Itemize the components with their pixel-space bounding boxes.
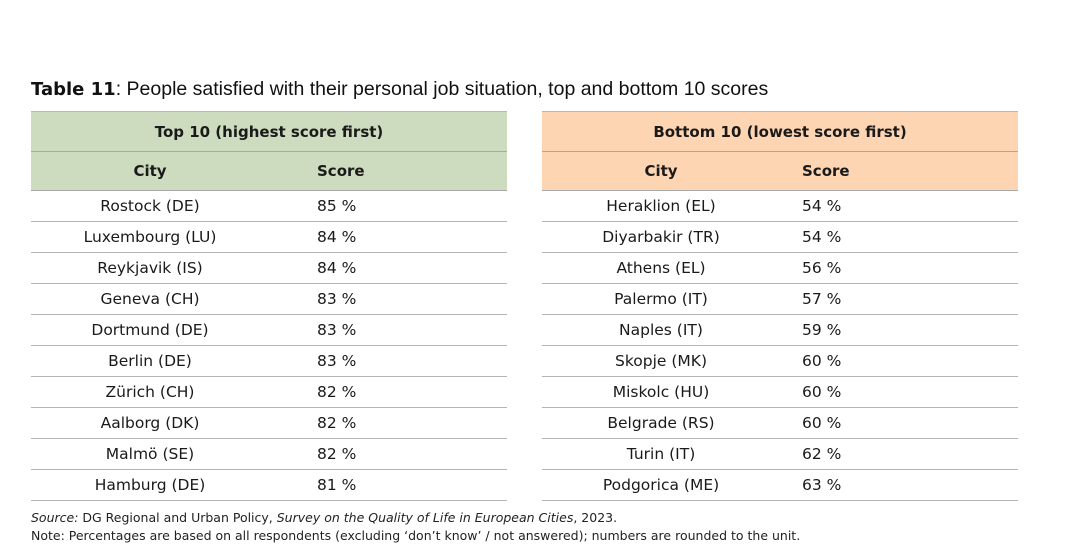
city-cell: Turin (IT) bbox=[542, 438, 780, 470]
note-line: Note: Percentages are based on all respo… bbox=[31, 528, 801, 543]
score-cell: 60 % bbox=[780, 376, 1018, 408]
score-cell: 63 % bbox=[780, 469, 1018, 501]
top-table-row: Zürich (CH) 82 % bbox=[31, 376, 507, 408]
score-cell: 56 % bbox=[780, 252, 1018, 284]
city-cell: Heraklion (EL) bbox=[542, 190, 780, 222]
score-cell: 60 % bbox=[780, 407, 1018, 439]
score-cell: 60 % bbox=[780, 345, 1018, 377]
score-cell: 83 % bbox=[269, 345, 507, 377]
source-org: DG Regional and Urban Policy, bbox=[78, 510, 277, 525]
city-cell: Zürich (CH) bbox=[31, 376, 269, 408]
city-cell: Podgorica (ME) bbox=[542, 469, 780, 501]
bottom-10-table: Bottom 10 (lowest score first) City Scor… bbox=[542, 111, 1018, 501]
bottom-table-row: Palermo (IT) 57 % bbox=[542, 283, 1018, 315]
score-cell: 59 % bbox=[780, 314, 1018, 346]
city-cell: Diyarbakir (TR) bbox=[542, 221, 780, 253]
score-cell: 82 % bbox=[269, 407, 507, 439]
bottom-table-row: Podgorica (ME) 63 % bbox=[542, 469, 1018, 501]
top-score-header: Score bbox=[269, 151, 507, 191]
score-cell: 84 % bbox=[269, 221, 507, 253]
top-table-row: Berlin (DE) 83 % bbox=[31, 345, 507, 377]
city-cell: Geneva (CH) bbox=[31, 283, 269, 315]
top-table-row: Dortmund (DE) 83 % bbox=[31, 314, 507, 346]
city-cell: Miskolc (HU) bbox=[542, 376, 780, 408]
top-10-title: Top 10 (highest score first) bbox=[31, 111, 507, 152]
bottom-table-row: Heraklion (EL) 54 % bbox=[542, 190, 1018, 222]
bottom-table-row: Diyarbakir (TR) 54 % bbox=[542, 221, 1018, 253]
table-caption-text: : People satisfied with their personal j… bbox=[115, 78, 769, 100]
bottom-table-row: Athens (EL) 56 % bbox=[542, 252, 1018, 284]
bottom-table-row: Turin (IT) 62 % bbox=[542, 438, 1018, 470]
score-cell: 84 % bbox=[269, 252, 507, 284]
top-table-row: Luxembourg (LU) 84 % bbox=[31, 221, 507, 253]
bottom-city-header: City bbox=[542, 151, 780, 191]
top-table-row: Hamburg (DE) 81 % bbox=[31, 469, 507, 501]
bottom-score-header: Score bbox=[780, 151, 1018, 191]
city-cell: Reykjavik (IS) bbox=[31, 252, 269, 284]
source-line: Source: DG Regional and Urban Policy, Su… bbox=[31, 509, 800, 527]
top-table-row: Aalborg (DK) 82 % bbox=[31, 407, 507, 439]
score-cell: 54 % bbox=[780, 221, 1018, 253]
table-notes: Source: DG Regional and Urban Policy, Su… bbox=[31, 509, 800, 545]
city-cell: Belgrade (RS) bbox=[542, 407, 780, 439]
city-cell: Malmö (SE) bbox=[31, 438, 269, 470]
city-cell: Naples (IT) bbox=[542, 314, 780, 346]
top-table-row: Geneva (CH) 83 % bbox=[31, 283, 507, 315]
city-cell: Palermo (IT) bbox=[542, 283, 780, 315]
score-cell: 82 % bbox=[269, 438, 507, 470]
top-table-row: Reykjavik (IS) 84 % bbox=[31, 252, 507, 284]
source-label: Source: bbox=[31, 510, 79, 525]
top-10-rows: Rostock (DE) 85 % Luxembourg (LU) 84 % Reykj… bbox=[31, 190, 507, 501]
city-cell: Berlin (DE) bbox=[31, 345, 269, 377]
table-number: Table 11 bbox=[31, 79, 116, 100]
bottom-table-row: Belgrade (RS) 60 % bbox=[542, 407, 1018, 439]
bottom-table-row: Skopje (MK) 60 % bbox=[542, 345, 1018, 377]
score-cell: 62 % bbox=[780, 438, 1018, 470]
bottom-10-title: Bottom 10 (lowest score first) bbox=[542, 111, 1018, 152]
score-cell: 81 % bbox=[269, 469, 507, 501]
score-cell: 83 % bbox=[269, 283, 507, 315]
source-survey-title: Survey on the Quality of Life in Europea… bbox=[276, 510, 574, 525]
city-cell: Athens (EL) bbox=[542, 252, 780, 284]
top-10-table: Top 10 (highest score first) City Score … bbox=[31, 111, 507, 501]
score-cell: 82 % bbox=[269, 376, 507, 408]
city-cell: Aalborg (DK) bbox=[31, 407, 269, 439]
score-cell: 54 % bbox=[780, 190, 1018, 222]
bottom-table-row: Miskolc (HU) 60 % bbox=[542, 376, 1018, 408]
city-cell: Hamburg (DE) bbox=[31, 469, 269, 501]
city-cell: Luxembourg (LU) bbox=[31, 221, 269, 253]
top-table-row: Malmö (SE) 82 % bbox=[31, 438, 507, 470]
city-cell: Dortmund (DE) bbox=[31, 314, 269, 346]
score-cell: 85 % bbox=[269, 190, 507, 222]
top-city-header: City bbox=[31, 151, 269, 191]
bottom-10-rows: Heraklion (EL) 54 % Diyarbakir (TR) 54 % Ath… bbox=[542, 190, 1018, 501]
score-cell: 83 % bbox=[269, 314, 507, 346]
city-cell: Rostock (DE) bbox=[31, 190, 269, 222]
top-table-row: Rostock (DE) 85 % bbox=[31, 190, 507, 222]
table-caption: Table 11: People satisfied with their pe… bbox=[31, 78, 768, 101]
bottom-table-row: Naples (IT) 59 % bbox=[542, 314, 1018, 346]
score-cell: 57 % bbox=[780, 283, 1018, 315]
city-cell: Skopje (MK) bbox=[542, 345, 780, 377]
source-year: , 2023. bbox=[573, 510, 618, 525]
